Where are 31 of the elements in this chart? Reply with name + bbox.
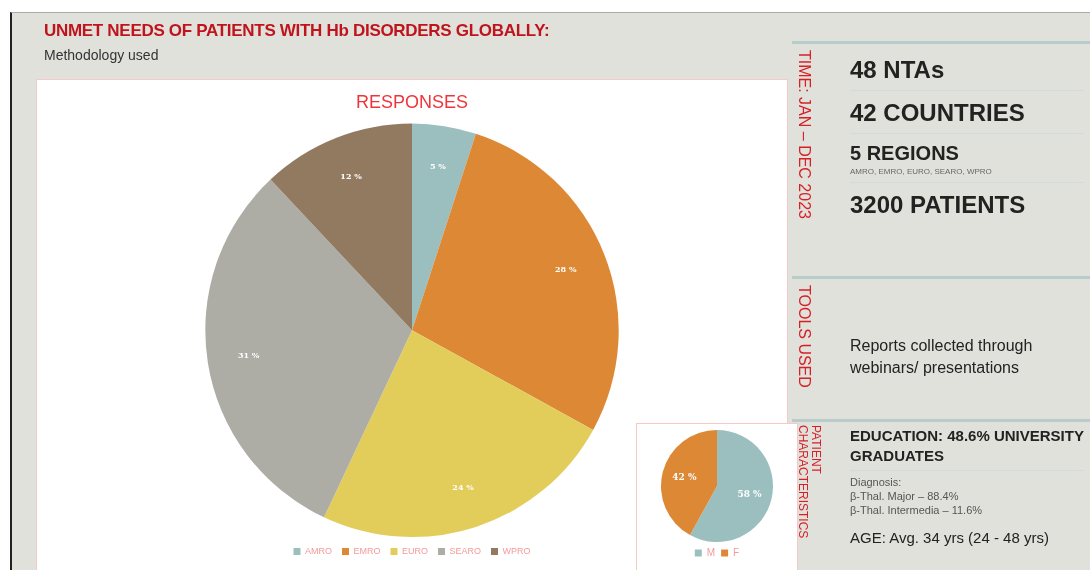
text: Diagnosis: — [850, 475, 903, 489]
legend-label: EMRO — [353, 545, 381, 556]
text: 5 REGIONS — [850, 141, 960, 165]
legend-label: M — [706, 546, 716, 558]
text: β-Thal. Intermedia – 11.6% — [850, 503, 984, 517]
text: 48 NTAs — [850, 48, 1084, 91]
data-label: 24 % — [452, 481, 475, 492]
text: AMRO, EMRO, EURO, SEARO, WPRO — [850, 165, 1084, 183]
legend-label: F — [733, 546, 740, 558]
text: Reports collected through webinars/ presentations — [850, 336, 1034, 378]
text: TOOLS USED — [796, 285, 813, 388]
data-label: 12 % — [340, 170, 363, 181]
legend-label: EURO — [402, 545, 429, 556]
legend-label: WPRO — [502, 545, 531, 556]
data-label: 42 % — [672, 471, 697, 482]
data-label: 5 % — [429, 161, 447, 172]
text: UNMET NEEDS OF PATIENTS WITH Hb DISORDERS GLOBALLY: — [44, 21, 550, 41]
chart-title: RESPONSES — [355, 91, 469, 112]
text: 3200 PATIENTS — [850, 190, 1027, 220]
legend-label: AMRO — [305, 545, 332, 556]
text: AGE: Avg. 34 yrs (24 - 48 yrs) — [850, 529, 1050, 546]
text: 42 COUNTRIES — [850, 91, 1084, 134]
data-label: 31 % — [237, 350, 260, 361]
data-label: 58 % — [737, 488, 763, 499]
data-label: 28 % — [554, 263, 577, 274]
text: PATIENT CHARACTERISTICS — [796, 425, 823, 541]
text: TIME: JAN – DEC 2023 — [796, 50, 813, 219]
legend-label: SEARO — [449, 545, 482, 556]
text: EDUCATION: 48.6% UNIVERSITY GRADUATES — [850, 426, 1084, 471]
text: Methodology used — [44, 47, 160, 63]
text: β-Thal. Major – 88.4% — [850, 489, 960, 503]
